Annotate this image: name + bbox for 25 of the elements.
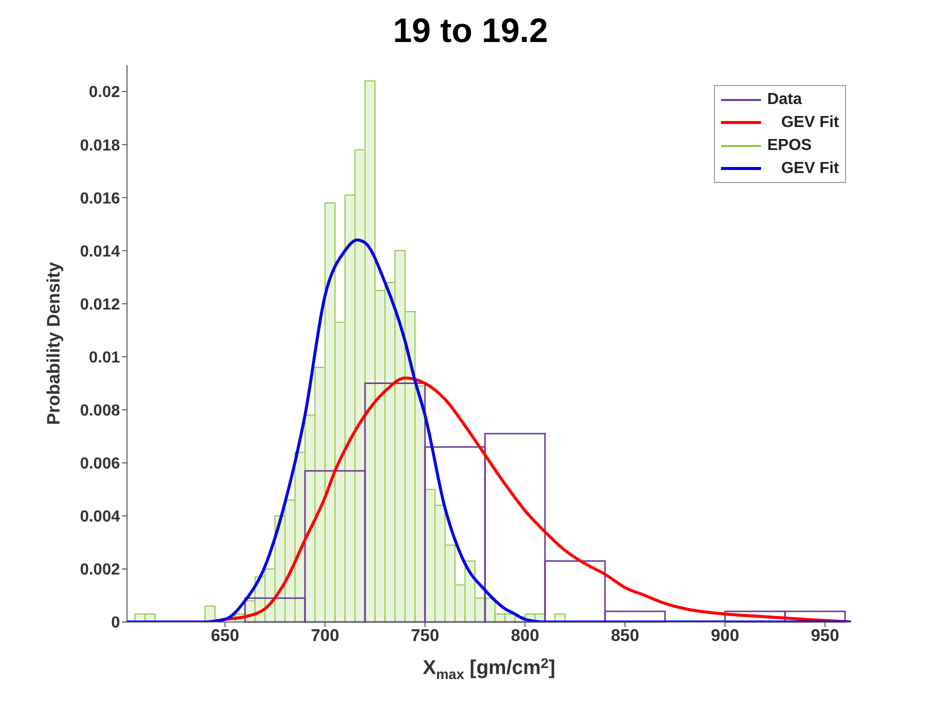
x-tick-label: 650 [210,626,240,646]
chart-title: 19 to 19.2 [392,12,549,51]
x-tick-label: 950 [810,626,840,646]
y-axis-title: Probability Density [43,262,64,426]
x-tick-label: 900 [710,626,740,646]
x-tick-label: 850 [610,626,640,646]
legend-label: Data [767,90,802,108]
y-tick-label: 0.004 [80,508,120,526]
x-axis-title: X$_{max}$ [gm/cm$^{2}$] [422,654,556,682]
y-tick-label: 0.01 [88,349,120,366]
x-tick-label: 750 [410,626,440,646]
x-tick-label: 800 [510,626,540,646]
y-tick-label: 0.006 [80,456,120,473]
y-tick-label: 0 [111,614,120,632]
legend-label: GEV Fit [780,160,839,178]
y-tick-label: 0.014 [80,243,120,260]
legend-label: GEV Fit [780,114,839,132]
legend-label: EPOS [767,136,812,154]
y-tick-label: 0.002 [80,562,120,579]
y-tick-label: 0.016 [80,190,120,208]
x-tick-label: 700 [310,626,340,646]
y-tick-label: 0.02 [88,84,120,102]
y-tick-label: 0.008 [80,402,120,420]
y-tick-label: 0.018 [80,137,120,154]
y-tick-label: 0.012 [80,296,120,314]
